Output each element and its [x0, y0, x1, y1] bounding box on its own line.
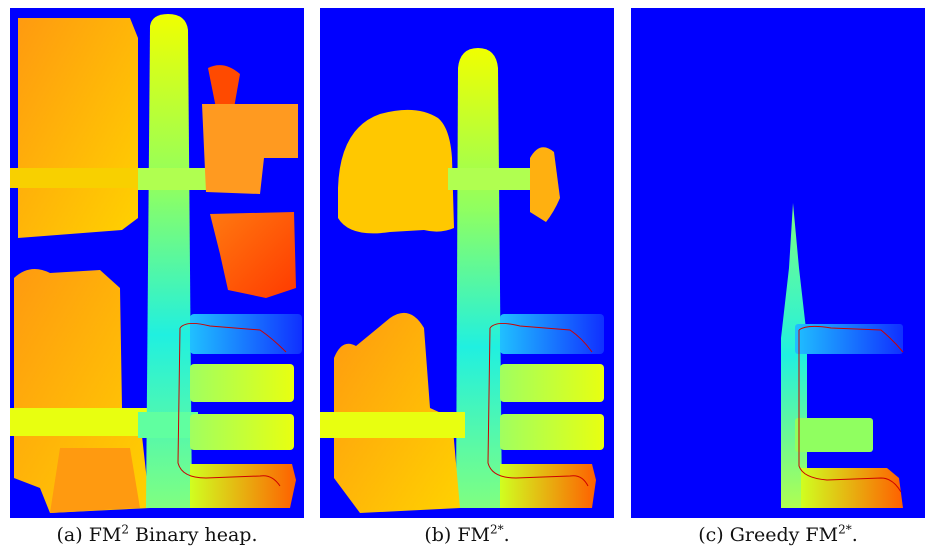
caption-b: (b) FM2*.	[424, 522, 510, 546]
distance-map-a	[10, 14, 302, 513]
panel-a-binary-heap-map	[10, 8, 304, 518]
panel-b-fm2star-map	[320, 8, 614, 518]
distance-map-b	[320, 48, 604, 513]
distance-map-c	[781, 203, 904, 508]
caption-a: (a) FM2 Binary heap.	[56, 522, 258, 546]
panel-c-greedy-fm2star-map	[631, 8, 925, 518]
caption-c: (c) Greedy FM2*.	[698, 522, 858, 546]
